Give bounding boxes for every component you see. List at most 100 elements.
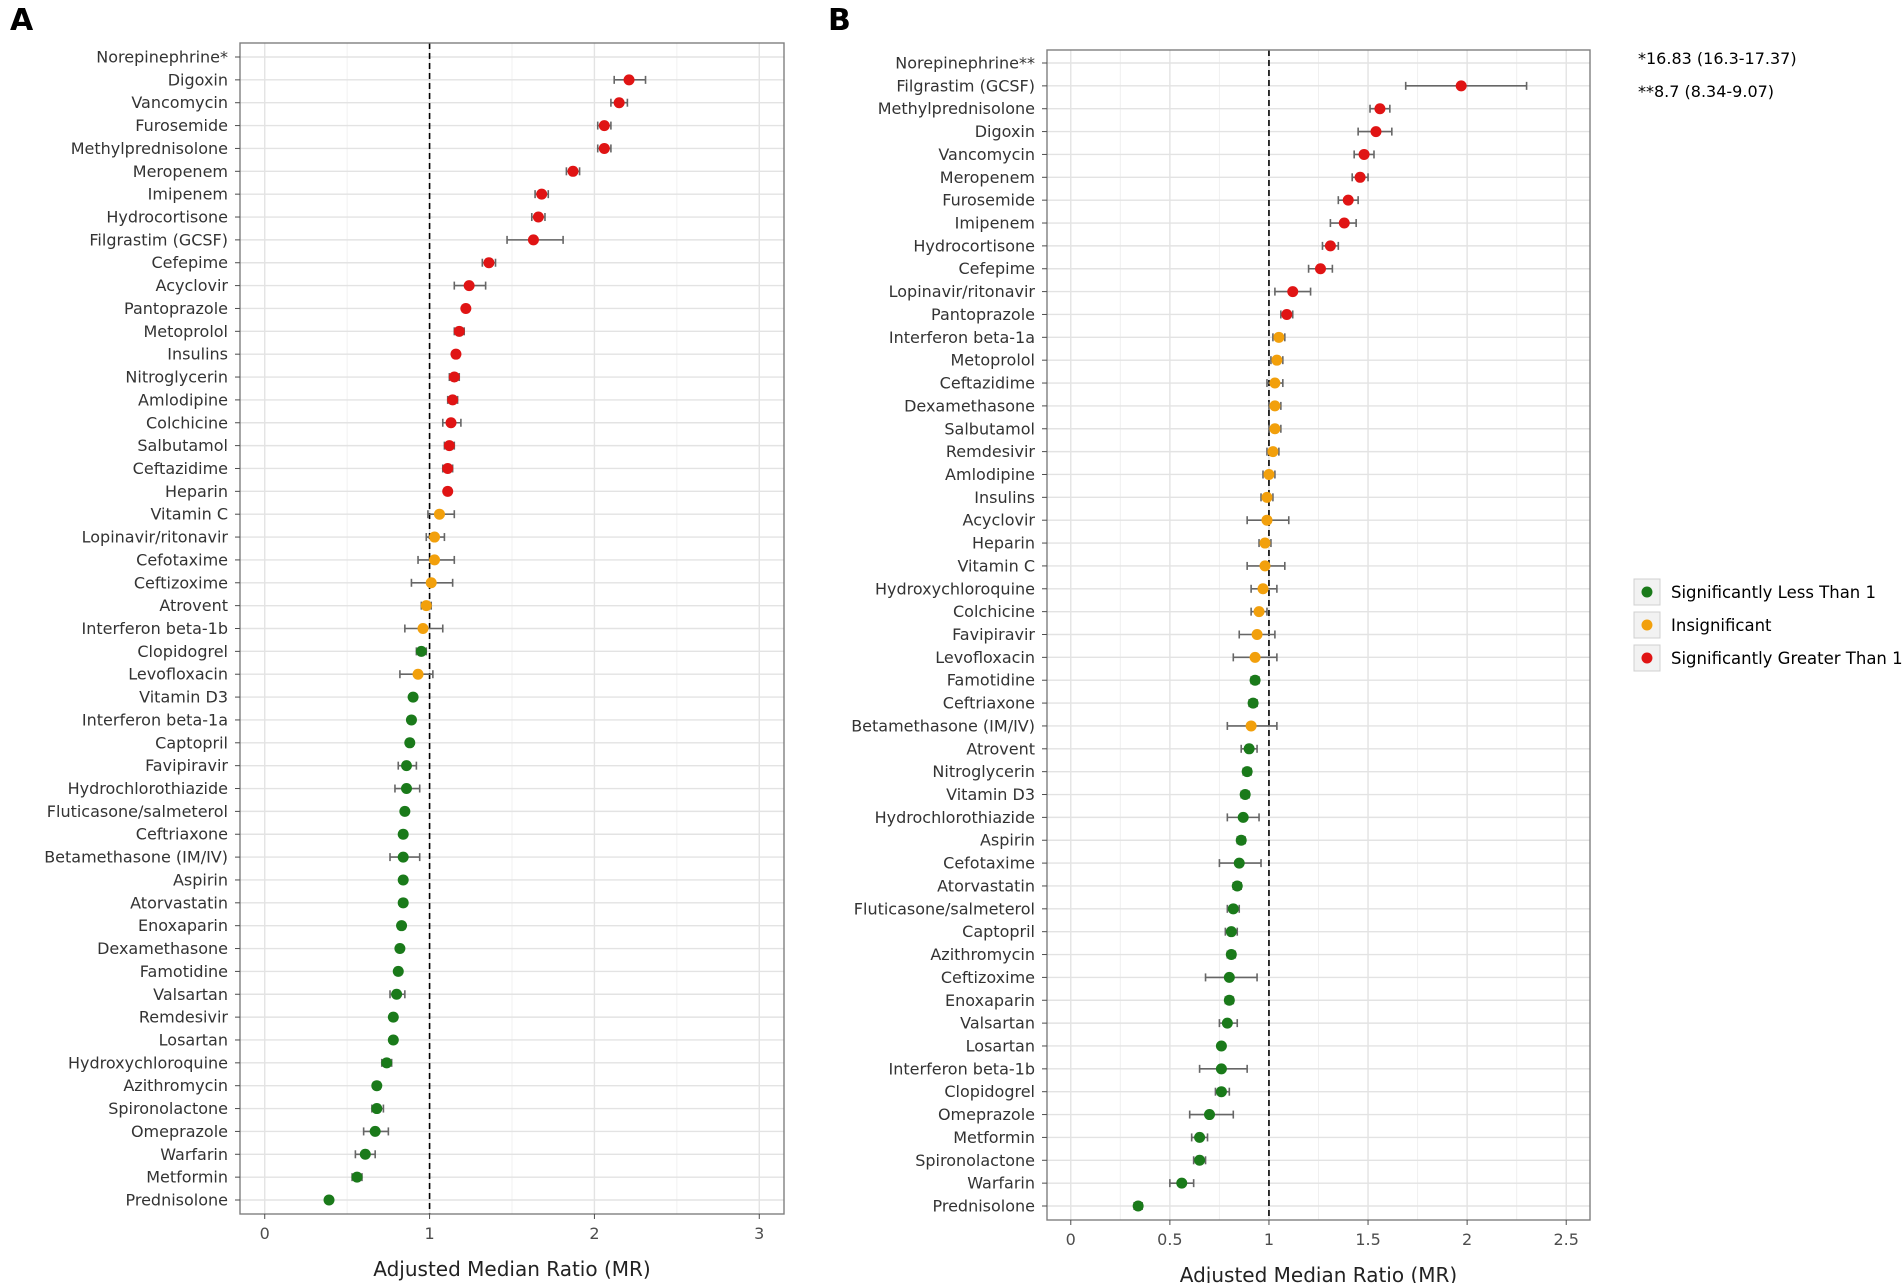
data-point-b	[1273, 331, 1285, 343]
data-point-b	[1235, 834, 1247, 846]
data-point-a	[397, 828, 409, 840]
data-point-b	[1215, 1086, 1227, 1098]
y-tick-label-a: Hydroxychloroquine	[68, 1053, 228, 1072]
data-point-a	[447, 394, 459, 406]
data-point-b	[1370, 126, 1382, 138]
data-point-a	[399, 805, 411, 817]
y-tick-label-b: Furosemide	[942, 191, 1035, 210]
data-point-b	[1314, 263, 1326, 275]
data-point-a	[598, 142, 610, 154]
y-tick-label-b: Heparin	[972, 534, 1035, 553]
x-tick-label-b: 2.5	[1553, 1230, 1578, 1249]
x-tick-label-b: 1	[1264, 1230, 1274, 1249]
y-tick-label-b: Losartan	[966, 1036, 1035, 1055]
y-tick-label-b: Nitroglycerin	[932, 762, 1035, 781]
y-tick-label-b: Amlodipine	[945, 465, 1035, 484]
data-point-b	[1223, 994, 1235, 1006]
y-tick-label-a: Colchicine	[146, 413, 228, 432]
data-point-a	[387, 1011, 399, 1023]
x-tick-label-a: 1	[424, 1224, 434, 1243]
y-tick-label-a: Furosemide	[135, 116, 228, 135]
data-point-a	[412, 668, 424, 680]
data-point-a	[433, 508, 445, 520]
data-point-a	[415, 645, 427, 657]
y-tick-label-b: Hydrocortisone	[913, 236, 1035, 255]
y-tick-label-a: Atorvastatin	[130, 893, 228, 912]
y-tick-label-b: Meropenem	[940, 168, 1035, 187]
y-tick-label-a: Nitroglycerin	[125, 368, 228, 387]
data-point-b	[1239, 789, 1251, 801]
data-point-b	[1247, 697, 1259, 709]
y-tick-label-a: Digoxin	[168, 70, 228, 89]
data-point-a	[359, 1148, 371, 1160]
y-tick-label-a: Norepinephrine*	[96, 48, 228, 67]
y-tick-label-a: Fluticasone/salmeterol	[47, 802, 228, 821]
legend-item-less: Significantly Less Than 1	[1633, 578, 1876, 606]
data-point-a	[483, 257, 495, 269]
y-tick-label-a: Azithromycin	[123, 1076, 228, 1095]
data-point-b	[1342, 194, 1354, 206]
y-tick-label-b: Dexamethasone	[904, 396, 1035, 415]
off-scale-notes: *16.83 (16.3-17.37) **8.7 (8.34-9.07)	[1638, 49, 1797, 101]
y-tick-label-b: Lopinavir/ritonavir	[889, 282, 1036, 301]
data-point-a	[429, 531, 441, 543]
data-point-a	[598, 120, 610, 132]
y-tick-label-a: Ceftriaxone	[136, 825, 228, 844]
y-tick-label-a: Vitamin D3	[139, 688, 228, 707]
data-point-b	[1263, 468, 1275, 480]
y-tick-label-b: Atrovent	[966, 739, 1035, 758]
y-tick-label-b: Vancomycin	[938, 145, 1035, 164]
data-point-a	[397, 874, 409, 886]
y-tick-label-a: Captopril	[155, 733, 228, 752]
data-point-b	[1249, 674, 1261, 686]
data-point-b	[1225, 949, 1237, 961]
data-point-a	[443, 440, 455, 452]
y-tick-label-a: Omeprazole	[131, 1122, 228, 1141]
y-tick-label-b: Prednisolone	[932, 1197, 1035, 1216]
y-tick-label-a: Levofloxacin	[128, 665, 228, 684]
data-point-b	[1269, 423, 1281, 435]
y-tick-label-b: Ceftriaxone	[943, 694, 1035, 713]
legend-label-insignificant: Insignificant	[1671, 616, 1772, 635]
y-tick-label-b: Metoprolol	[950, 351, 1035, 370]
data-point-b	[1354, 171, 1366, 183]
y-tick-label-a: Prednisolone	[125, 1191, 228, 1210]
y-tick-label-a: Salbutamol	[137, 436, 228, 455]
data-point-a	[387, 1034, 399, 1046]
y-tick-label-b: Acyclovir	[963, 511, 1036, 530]
data-point-a	[450, 348, 462, 360]
legend-label-greater: Significantly Greater Than 1	[1671, 649, 1902, 668]
y-tick-label-b: Levofloxacin	[935, 648, 1035, 667]
data-point-a	[392, 965, 404, 977]
data-point-a	[425, 577, 437, 589]
y-tick-label-a: Imipenem	[148, 185, 228, 204]
y-tick-label-b: Azithromycin	[930, 945, 1035, 964]
y-tick-label-a: Metoprolol	[143, 322, 228, 341]
y-tick-label-a: Filgrastim (GCSF)	[89, 230, 228, 249]
data-point-b	[1227, 903, 1239, 915]
panel-a-letter: A	[10, 3, 34, 38]
y-tick-label-b: Valsartan	[960, 1014, 1035, 1033]
legend-item-insignificant: Insignificant	[1633, 611, 1772, 639]
y-tick-label-a: Hydrocortisone	[106, 208, 228, 227]
y-tick-label-a: Betamethasone (IM/IV)	[44, 848, 228, 867]
y-tick-label-a: Hydrochlorothiazide	[68, 779, 228, 798]
data-point-a	[391, 988, 403, 1000]
data-point-b	[1338, 217, 1350, 229]
data-point-a	[405, 714, 417, 726]
data-point-a	[400, 760, 412, 772]
data-point-b	[1194, 1131, 1206, 1143]
y-tick-label-a: Spironolactone	[108, 1099, 228, 1118]
y-tick-label-b: Colchicine	[953, 602, 1035, 621]
x-tick-label-a: 2	[589, 1224, 599, 1243]
data-point-a	[397, 851, 409, 863]
y-tick-label-a: Pantoprazole	[124, 299, 228, 318]
data-point-b	[1287, 286, 1299, 298]
data-point-b	[1223, 971, 1235, 983]
y-tick-label-b: Metformin	[953, 1128, 1035, 1147]
y-tick-label-b: Enoxaparin	[945, 991, 1035, 1010]
data-point-b	[1225, 926, 1237, 938]
data-point-a	[536, 188, 548, 200]
y-tick-label-a: Insulins	[167, 345, 228, 364]
